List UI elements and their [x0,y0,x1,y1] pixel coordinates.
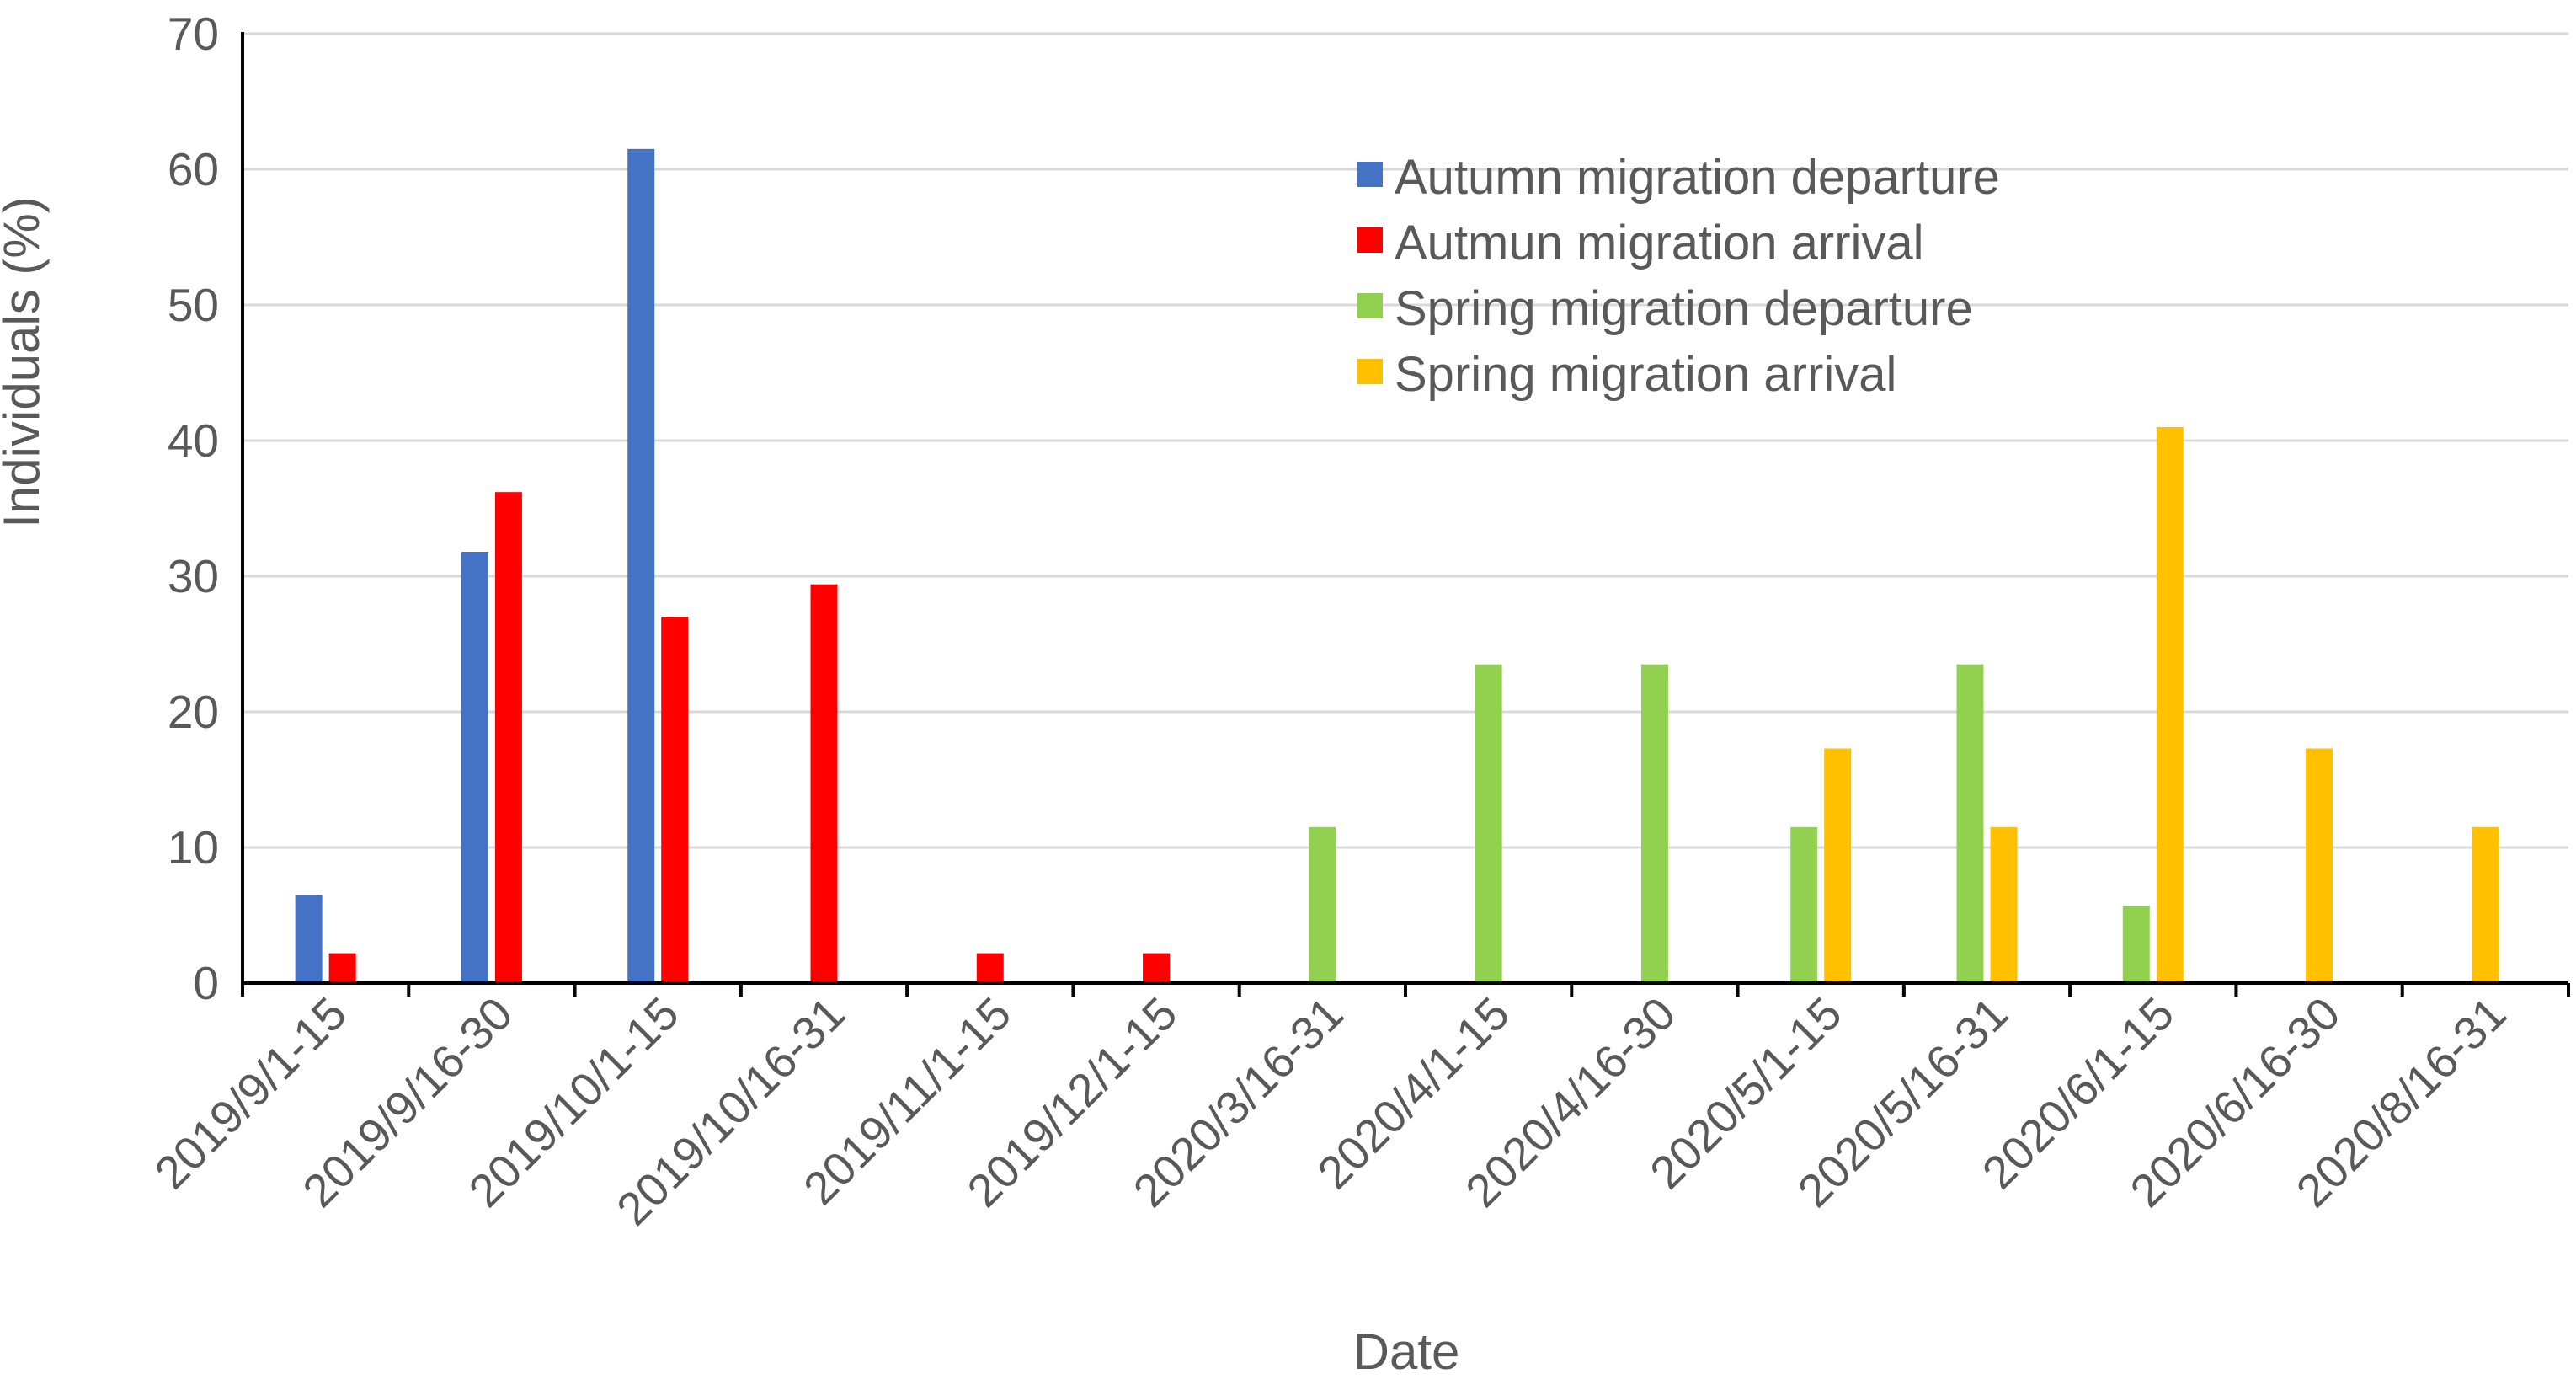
bar-autmun-migration-arrival [1143,953,1171,983]
bar-spring-migration-departure [1790,826,1818,983]
y-tick-label: 30 [168,550,219,602]
legend: Autumn migration departure Autmun migrati… [1357,150,2000,402]
bar-spring-migration-arrival [2156,426,2184,983]
bar-spring-migration-departure [2122,906,2150,983]
bar-autmun-migration-arrival [810,584,838,983]
x-tick-labels: 2019/9/1-152019/9/16-302019/10/1-152019/… [145,987,2516,1236]
y-tick-label: 60 [168,143,219,195]
bar-spring-migration-departure [1640,664,1668,983]
legend-label: Spring migration arrival [1395,347,1896,402]
bar-spring-migration-departure [1956,664,1984,983]
legend-swatch [1357,293,1383,318]
bar-autmun-migration-arrival [976,953,1004,983]
bar-autmun-migration-arrival [661,617,689,983]
y-tick-label: 20 [168,686,219,738]
y-tick-label: 70 [168,8,219,60]
legend-label: Spring migration departure [1395,281,1973,336]
y-tick-label: 10 [168,821,219,874]
bar-autmun-migration-arrival [494,492,522,983]
legend-swatch [1357,227,1383,253]
bar-spring-migration-departure [1309,826,1336,983]
bar-autumn-migration-departure [627,148,655,984]
bar-autumn-migration-departure [295,895,323,983]
y-tick-label: 50 [168,279,219,331]
x-axis-title: Date [1353,1323,1460,1379]
bar-spring-migration-arrival [1990,826,2018,983]
y-axis-title: Individuals (%) [0,196,50,528]
legend-label: Autmun migration arrival [1395,216,1924,270]
y-tick-label: 40 [168,414,219,467]
legend-swatch [1357,359,1383,384]
legend-swatch [1357,162,1383,187]
legend-label: Autumn migration departure [1395,150,2000,205]
bar-autumn-migration-departure [461,552,488,983]
axes [241,32,2570,997]
bar-spring-migration-departure [1475,664,1502,983]
bar-spring-migration-arrival [1824,748,1852,983]
bars [295,148,2499,984]
bar-autmun-migration-arrival [328,953,356,983]
y-tick-labels: 0 10 20 30 40 50 60 70 [168,8,219,1009]
bar-spring-migration-arrival [2472,826,2499,983]
y-tick-label: 0 [193,957,219,1009]
bar-spring-migration-arrival [2306,748,2333,983]
